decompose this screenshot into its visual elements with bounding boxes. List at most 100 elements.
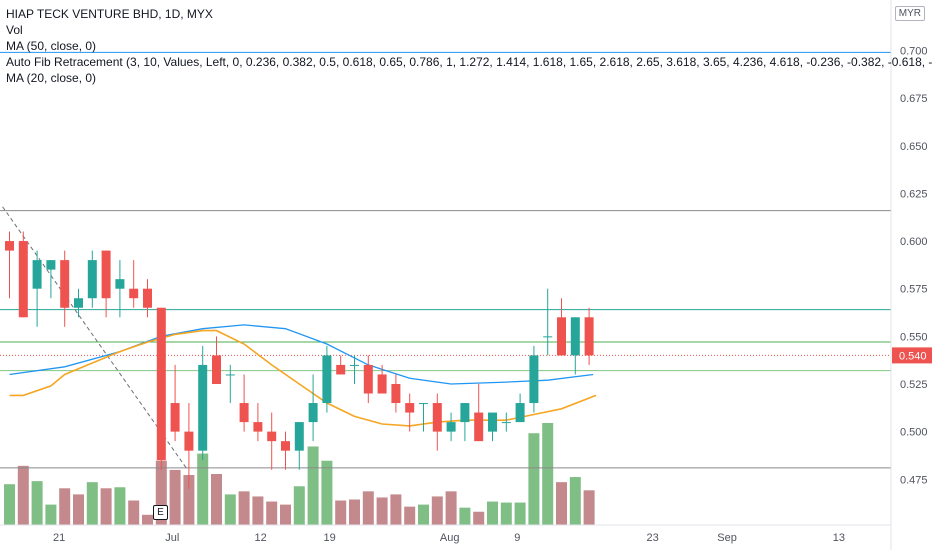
volume-bar	[183, 475, 195, 525]
volume-bar	[86, 482, 98, 525]
volume-bar	[459, 507, 471, 525]
ma50-indicator-label[interactable]: MA (50, close, 0)	[6, 39, 97, 53]
x-tick-label: 21	[53, 532, 65, 544]
candle-body	[322, 355, 332, 404]
candle-body	[460, 403, 470, 423]
candle-body	[253, 422, 263, 432]
ma20-indicator-label[interactable]: MA (20, close, 0)	[6, 71, 97, 85]
candle-body	[101, 250, 111, 299]
volume-bar	[142, 514, 153, 525]
volume-bar	[17, 465, 29, 525]
candle-body	[5, 241, 14, 251]
earnings-event-icon[interactable]: E	[152, 505, 168, 520]
last-price-tag	[892, 347, 932, 364]
volume-bar	[404, 506, 416, 525]
candle-body	[557, 317, 566, 356]
volume-bar	[376, 497, 388, 525]
y-tick-label: 0.675	[900, 93, 928, 105]
volume-bar	[569, 477, 581, 525]
candle-body	[115, 279, 125, 289]
candle-body	[198, 364, 208, 451]
x-tick-label: 12	[255, 532, 267, 544]
volume-bar	[31, 481, 43, 525]
volume-bar	[169, 469, 181, 525]
volume-bar	[362, 491, 374, 525]
candle-body	[46, 260, 56, 270]
volume-bar	[280, 504, 291, 525]
ma50-line	[9, 324, 594, 385]
candle-body	[60, 260, 70, 308]
volume-bar	[155, 460, 167, 525]
volume-bar	[224, 494, 236, 525]
candle-body	[336, 364, 346, 375]
candle-body	[129, 288, 139, 299]
x-tick-label: 19	[324, 532, 336, 544]
x-tick-label: 23	[646, 532, 658, 544]
volume-bar	[128, 500, 140, 525]
volume-bar	[238, 491, 250, 525]
volume-bar	[431, 496, 443, 525]
y-tick-label: 0.550	[900, 331, 928, 343]
volume-bar	[349, 499, 360, 525]
moving-averages	[9, 324, 597, 427]
candle-body	[32, 260, 42, 289]
candle-body	[377, 374, 387, 394]
candle-body	[74, 298, 83, 308]
currency-button[interactable]: MYR	[894, 6, 925, 21]
volume-bar	[252, 496, 264, 525]
candle-body	[18, 241, 28, 318]
candle-body	[212, 355, 221, 384]
candle-body	[184, 431, 194, 451]
volume-bar	[583, 490, 595, 525]
candle-body	[308, 403, 318, 423]
candle-body	[419, 403, 428, 405]
x-tick-label: 13	[833, 532, 845, 544]
y-tick-label: 0.500	[900, 427, 928, 439]
candle-body	[87, 260, 97, 299]
volume-bar	[473, 511, 485, 525]
volume-indicator-label[interactable]: Vol	[6, 23, 23, 37]
last-price-label: 0.540	[899, 350, 927, 362]
ma20-line	[9, 329, 597, 427]
volume-bar	[321, 460, 333, 525]
volume-bar	[500, 502, 512, 525]
candle-body	[515, 403, 525, 423]
candle-body	[446, 422, 456, 432]
volume-bar	[335, 500, 347, 525]
candle-body	[156, 307, 166, 461]
candle-body	[225, 374, 235, 376]
candle-body	[294, 422, 304, 451]
volume-bar	[59, 488, 71, 525]
volume-bar	[514, 502, 526, 525]
x-tick-label: Aug	[440, 532, 460, 544]
volume-bar	[307, 446, 319, 525]
candle-body	[529, 355, 539, 404]
volume-bar	[211, 474, 222, 525]
volume-bar	[197, 453, 209, 525]
volume-bar	[556, 482, 567, 525]
candle-body	[474, 412, 484, 442]
candle-body	[350, 364, 359, 366]
fib-indicator-label[interactable]: Auto Fib Retracement (3, 10, Values, Lef…	[6, 55, 932, 69]
y-tick-label: 0.575	[900, 284, 928, 296]
volume-bar	[418, 504, 429, 525]
candle-body	[281, 441, 290, 451]
candle-body	[363, 364, 373, 394]
symbol-title[interactable]: HIAP TECK VENTURE BHD, 1D, MYX	[6, 7, 213, 21]
volume-bar	[528, 433, 540, 525]
candlesticks	[5, 231, 594, 489]
y-tick-label: 0.650	[900, 141, 928, 153]
volume-bar	[487, 501, 498, 525]
candle-body	[432, 403, 442, 432]
y-tick-label: 0.525	[900, 379, 928, 391]
x-tick-label: 9	[514, 532, 520, 544]
x-tick-label: Sep	[717, 532, 737, 544]
volume-bar	[266, 501, 278, 525]
candle-body	[405, 403, 415, 413]
y-tick-label: 0.700	[900, 45, 928, 57]
volume-bar	[293, 486, 305, 525]
candle-body	[391, 383, 401, 404]
candle-body	[543, 336, 553, 338]
candle-body	[570, 317, 580, 356]
